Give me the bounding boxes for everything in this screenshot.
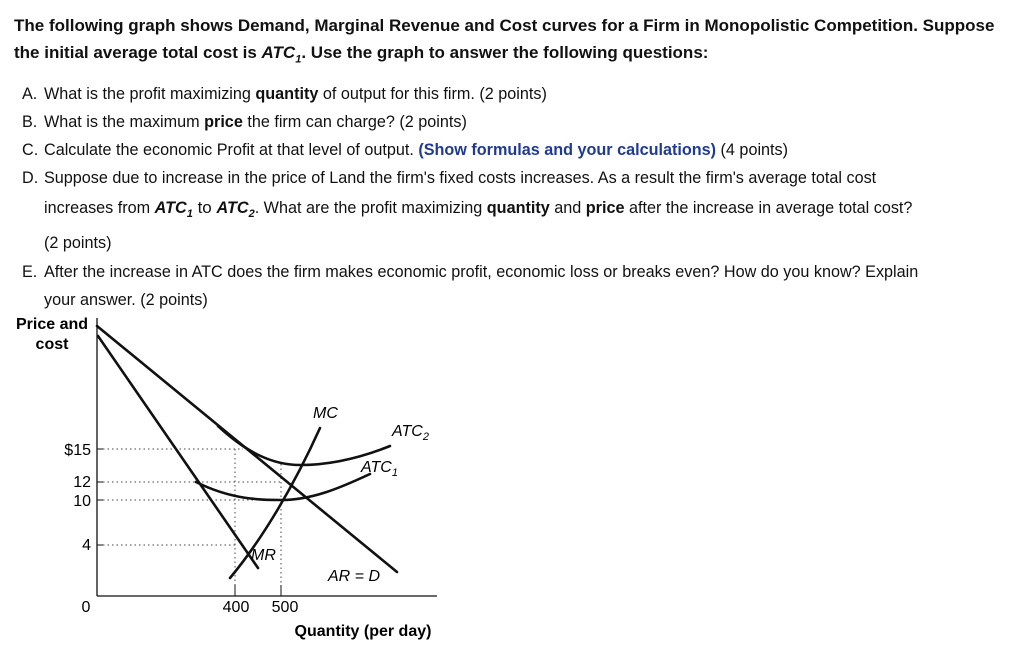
question-b-letter: B. xyxy=(22,113,38,131)
x-axis-title: Quantity (per day) xyxy=(295,623,432,640)
demand-label: AR = D xyxy=(327,568,380,585)
x-tick-label-500: 500 xyxy=(272,599,299,616)
question-b-post: the firm can charge? (2 points) xyxy=(242,113,467,131)
question-a-pre: What is the profit maximizing xyxy=(44,85,256,103)
intro-atc-sub: 1 xyxy=(295,53,302,66)
question-c-instruction: (Show formulas and your calculations) xyxy=(418,141,717,159)
question-d-to: to xyxy=(192,198,217,217)
x-tick-label-400: 400 xyxy=(223,599,250,616)
atc1-label: ATC1 xyxy=(360,459,398,479)
question-d-letter: D. xyxy=(22,169,39,187)
intro-line-2: the initial average total cost is ATC1. … xyxy=(14,39,1014,73)
atc1-label-base: ATC xyxy=(360,459,392,476)
mc-label: MC xyxy=(313,405,338,422)
question-list: A. What is the profit maximizing quantit… xyxy=(22,80,1017,314)
y-tick-label-0: 0 xyxy=(82,599,91,616)
mr-curve xyxy=(96,334,260,570)
question-d: D. Suppose due to increase in the price … xyxy=(22,164,1017,258)
y-tick-label-15: $15 xyxy=(64,442,91,459)
mc-curve xyxy=(228,426,322,580)
question-d-l2-post: after the increase in average total cost… xyxy=(624,199,913,217)
question-c: C. Calculate the economic Profit at that… xyxy=(22,136,1017,164)
intro-line-1: The following graph shows Demand, Margin… xyxy=(14,16,995,35)
question-e-letter: E. xyxy=(22,263,38,282)
question-d-l2-mid: . What are the profit maximizing xyxy=(254,199,487,217)
atc2-label-base: ATC xyxy=(391,423,423,440)
question-d-line-1: Suppose due to increase in the price of … xyxy=(44,169,877,187)
curves xyxy=(95,324,399,580)
question-b-pre: What is the maximum xyxy=(44,113,205,131)
y-axis-title-line-2: cost xyxy=(36,336,70,353)
question-c-post: (4 points) xyxy=(716,141,789,159)
atc1-label-sub: 1 xyxy=(392,467,398,479)
question-e-line-1: After the increase in ATC does the firm … xyxy=(44,263,919,282)
question-a-letter: A. xyxy=(22,85,38,103)
question-d-line-3: (2 points) xyxy=(44,234,112,253)
intro-line-2-pre: the initial average total cost is xyxy=(14,43,262,62)
guide-lines xyxy=(103,448,282,585)
question-e: E. After the increase in ATC does the fi… xyxy=(22,258,1017,314)
intro-atc: ATC xyxy=(261,43,296,62)
y-tick-label-10: 10 xyxy=(73,493,91,510)
intro-line-2-post: . Use the graph to answer the following … xyxy=(301,43,709,62)
question-a-post: of output for this firm. (2 points) xyxy=(318,85,547,103)
atc2-label-sub: 2 xyxy=(422,431,429,443)
question-d-atc1-sub: 1 xyxy=(186,208,193,221)
question-d-atc2: ATC xyxy=(216,199,249,217)
question-c-letter: C. xyxy=(22,141,39,159)
y-axis-title-line-1: Price and xyxy=(16,316,88,333)
question-a: A. What is the profit maximizing quantit… xyxy=(22,80,1017,108)
atc1-curve xyxy=(194,472,372,502)
question-c-pre: Calculate the economic Profit at that le… xyxy=(44,141,419,159)
question-e-line-2: your answer. (2 points) xyxy=(44,291,208,310)
atc2-curve xyxy=(216,424,392,467)
y-tick-label-4: 4 xyxy=(82,537,91,554)
question-d-l2-pre: increases from xyxy=(44,199,155,217)
question-d-bold-price: price xyxy=(585,199,625,217)
question-b-bold: price xyxy=(204,113,243,131)
mr-label: MR xyxy=(251,547,276,564)
y-tick-label-12: 12 xyxy=(73,474,91,491)
question-a-bold: quantity xyxy=(255,85,319,103)
question-d-bold-quantity: quantity xyxy=(486,199,550,217)
atc2-label: ATC2 xyxy=(391,423,429,443)
intro-text: The following graph shows Demand, Margin… xyxy=(14,12,1014,73)
question-b: B. What is the maximum price the firm ca… xyxy=(22,108,1017,136)
question-d-line-2: increases from ATC1 to ATC2. What are th… xyxy=(44,193,1017,229)
question-d-atc2-sub: 2 xyxy=(248,208,255,221)
question-d-and: and xyxy=(549,199,586,217)
question-d-atc1: ATC xyxy=(154,199,187,217)
